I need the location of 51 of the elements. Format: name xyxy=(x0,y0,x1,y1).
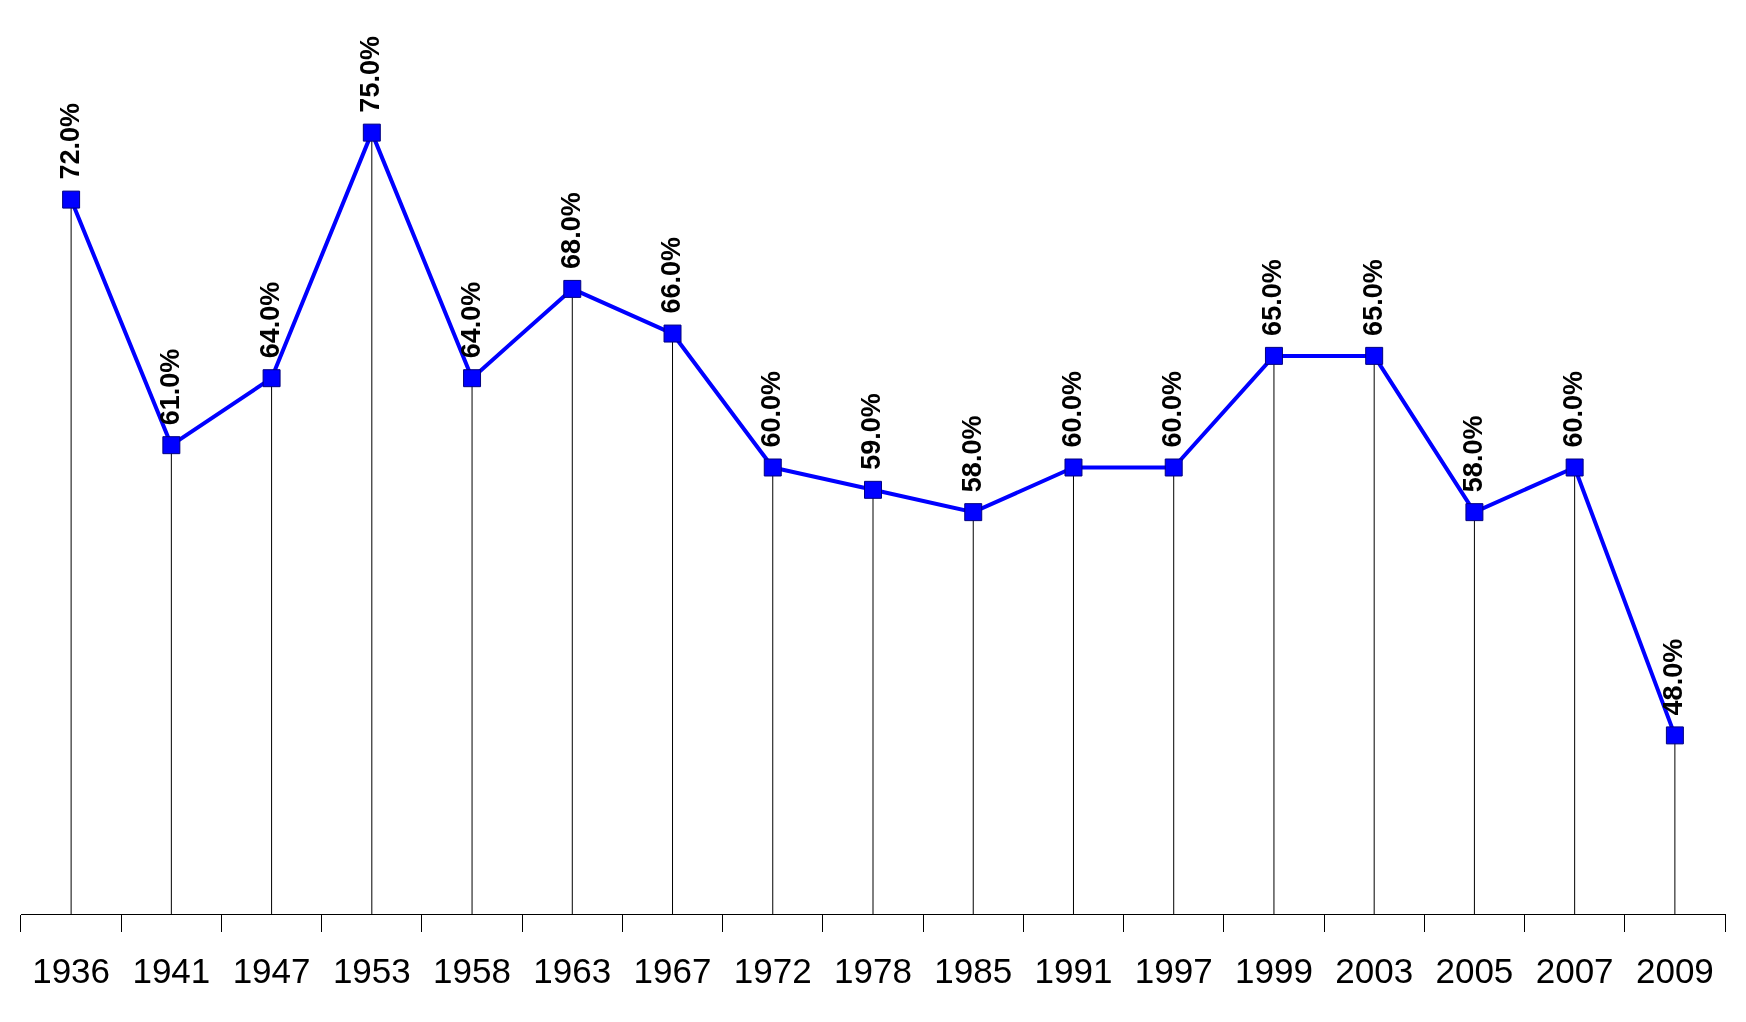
point xyxy=(1665,726,1684,745)
point xyxy=(1465,503,1484,522)
point xyxy=(663,324,682,343)
x-tick-label: 1941 xyxy=(132,950,211,990)
x-tick-label: 1967 xyxy=(633,950,712,990)
point xyxy=(964,503,983,522)
data-label: 65.0% xyxy=(1357,259,1388,336)
data-label: 60.0% xyxy=(1558,370,1589,448)
point xyxy=(1365,346,1384,365)
point xyxy=(1264,346,1283,365)
data-label: 65.0% xyxy=(1257,259,1288,336)
x-tick-label: 2009 xyxy=(1635,950,1714,990)
x-tick-label: 1972 xyxy=(733,950,812,990)
point xyxy=(1164,458,1183,477)
x-tick-label: 1936 xyxy=(32,950,111,990)
point xyxy=(864,480,882,499)
x-tick-label: 2005 xyxy=(1435,950,1514,990)
data-label: 64.0% xyxy=(255,281,286,359)
data-label: 61.0% xyxy=(154,348,185,426)
data-label: 60.0% xyxy=(1056,370,1087,448)
point xyxy=(262,369,281,388)
data-label: 68.0% xyxy=(555,192,586,269)
data-label: 72.0% xyxy=(54,103,85,180)
data-label: 58.0% xyxy=(956,415,987,493)
x-tick-label: 1947 xyxy=(232,950,311,990)
data-label: 64.0% xyxy=(455,281,486,359)
data-label: 58.0% xyxy=(1457,415,1488,493)
point xyxy=(362,123,381,142)
x-tick-label: 1978 xyxy=(834,950,912,990)
x-tick-label: 2007 xyxy=(1535,950,1614,990)
data-label: 66.0% xyxy=(655,236,686,314)
x-tick-label: 1985 xyxy=(934,950,1013,990)
point xyxy=(62,190,81,209)
data-label: 48.0% xyxy=(1658,638,1689,716)
x-tick-label: 1997 xyxy=(1134,950,1213,990)
point xyxy=(763,458,782,477)
point xyxy=(563,279,582,298)
data-label: 60.0% xyxy=(1157,370,1188,448)
x-tick-label: 1953 xyxy=(332,950,411,990)
x-tick-label: 1963 xyxy=(533,950,612,990)
x-tick-label: 1958 xyxy=(433,950,511,990)
data-label: 59.0% xyxy=(856,393,887,470)
x-tick-label: 1991 xyxy=(1034,950,1113,990)
point xyxy=(162,436,181,455)
point xyxy=(1064,458,1083,477)
data-label: 60.0% xyxy=(756,370,787,448)
x-tick-label: 1999 xyxy=(1235,950,1313,990)
point xyxy=(1565,458,1584,477)
point xyxy=(463,369,482,388)
data-label: 75.0% xyxy=(355,36,386,113)
x-tick-label: 2003 xyxy=(1335,950,1414,990)
